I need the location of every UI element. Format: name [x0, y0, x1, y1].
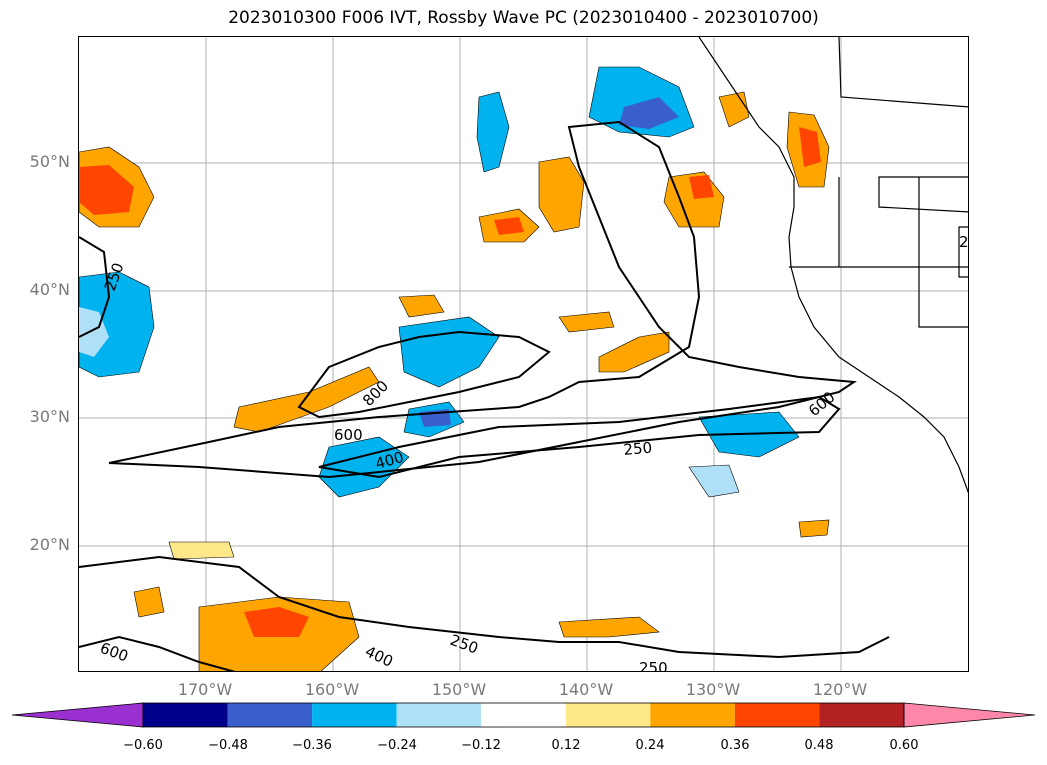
colorbar — [0, 700, 1047, 760]
lon-label-140w: 140°W — [558, 680, 614, 699]
contour-label: 400 — [362, 642, 396, 670]
colorbar-cell — [819, 703, 904, 727]
colorbar-tick-label: −0.48 — [208, 738, 248, 753]
colorbar-tick-label: 0.12 — [551, 738, 581, 753]
colorbar-frame — [142, 702, 905, 728]
map-svg: 250 600 800 400 250 600 250 400 250 600 … — [79, 37, 969, 672]
lat-label-30n: 30°N — [29, 407, 70, 426]
colorbar-cell — [650, 703, 735, 727]
contour-label: 250 — [959, 233, 969, 251]
contour-label: 250 — [639, 659, 668, 672]
contour-label: 600 — [334, 426, 363, 444]
lat-label-50n: 50°N — [29, 152, 70, 171]
coastline — [698, 37, 968, 494]
colorbar-tick-label: −0.12 — [461, 738, 501, 753]
lat-label-40n: 40°N — [29, 280, 70, 299]
colorbar-tick-label: −0.60 — [123, 738, 163, 753]
lat-label-20n: 20°N — [29, 535, 70, 554]
colorbar-tick-label: 0.24 — [635, 738, 665, 753]
contour-label: 600 — [98, 639, 131, 666]
ivt-anomaly-shading — [79, 66, 830, 671]
lon-label-120w: 120°W — [812, 680, 868, 699]
colorbar-tick-label: 0.48 — [804, 738, 834, 753]
lon-label-150w: 150°W — [431, 680, 487, 699]
colorbar-tick-label: 0.60 — [889, 738, 919, 753]
colorbar-tick-label: −0.24 — [377, 738, 417, 753]
colorbar-extend-high — [903, 702, 1036, 728]
colorbar-cell — [396, 703, 482, 727]
colorbar-cell — [734, 703, 820, 727]
ivt-contours — [79, 120, 890, 671]
colorbar-cell — [312, 703, 397, 727]
colorbar-extend-low — [11, 702, 144, 728]
contour-label: 250 — [623, 439, 653, 459]
colorbar-tick-label: −0.36 — [292, 738, 332, 753]
colorbar-cell — [565, 703, 651, 727]
lon-label-170w: 170°W — [177, 680, 233, 699]
lon-label-160w: 160°W — [304, 680, 360, 699]
colorbar-cell — [227, 703, 313, 727]
colorbar-svg — [11, 702, 1036, 728]
colorbar-cell — [143, 703, 228, 727]
map-title: 2023010300 F006 IVT, Rossby Wave PC (202… — [228, 8, 819, 28]
lon-label-130w: 130°W — [685, 680, 741, 699]
colorbar-tick-label: 0.36 — [720, 738, 750, 753]
colorbar-cell — [481, 703, 566, 727]
colorbar-cells — [11, 702, 1036, 728]
graticule — [79, 37, 968, 671]
map-area[interactable]: 250 600 800 400 250 600 250 400 250 600 … — [78, 36, 969, 672]
